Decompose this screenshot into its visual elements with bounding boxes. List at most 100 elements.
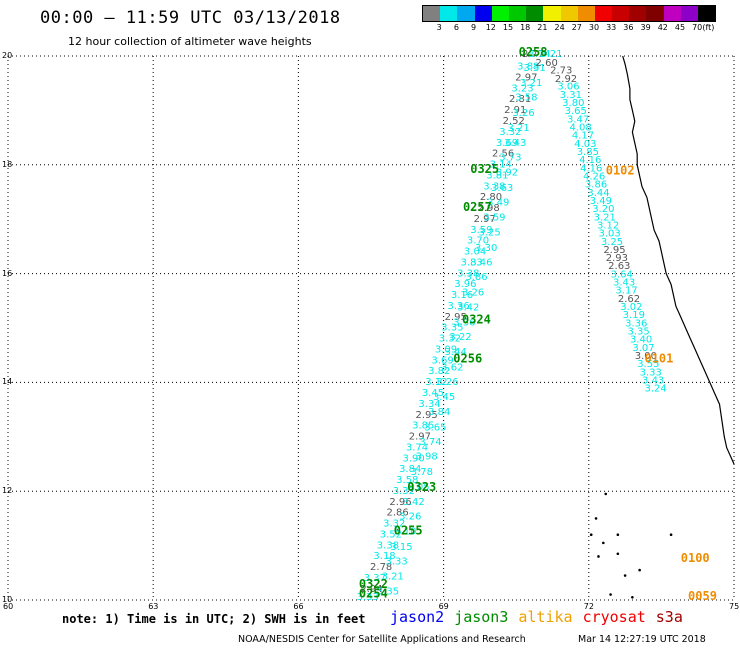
wave-height-value: 3.96 — [454, 279, 476, 290]
wave-height-value: 3.38 — [457, 268, 479, 279]
longitude-tick-label: 60 — [3, 602, 14, 611]
wave-height-value: 3.33 — [640, 367, 662, 378]
colorbar-label: 39 — [640, 23, 651, 32]
wave-height-value: 3.45 — [422, 388, 444, 399]
colorbar-label: 12 — [485, 23, 496, 32]
wave-height-value: 3.43 — [613, 278, 635, 289]
wave-height-value: 2.94 — [360, 584, 382, 595]
latitude-tick-label: 16 — [2, 268, 13, 278]
wave-height-value: 3.98 — [416, 452, 438, 463]
wave-height-value: 3.17 — [615, 286, 637, 297]
wave-height-value: 3.31 — [560, 90, 582, 101]
wave-height-value: 3.42 — [402, 497, 424, 508]
wave-height-value: 3.37 — [364, 573, 386, 584]
wave-height-value: 2.97 — [474, 214, 496, 225]
wave-height-value: 3.55 — [637, 359, 659, 370]
wave-height-value: 4.26 — [583, 171, 605, 182]
wave-height-value: 3.21 — [594, 212, 616, 223]
colorbar-swatch — [663, 6, 681, 21]
wave-height-value: 3.86 — [465, 272, 487, 283]
colorbar-swatch — [577, 6, 595, 21]
colorbar-swatch — [646, 6, 664, 21]
wave-height-value: 3.65 — [565, 106, 587, 117]
wave-height-value: 3.21 — [540, 49, 562, 60]
legend-item-jason3: jason3 — [454, 608, 509, 626]
wave-height-value: 3.40 — [630, 335, 652, 346]
wave-height-value: 3.21 — [507, 123, 529, 134]
credit-line: NOAA/NESDIS Center for Satellite Applica… — [238, 634, 526, 645]
wave-height-value: 3.85 — [577, 147, 599, 158]
colorbar-label: (ft) — [702, 23, 715, 32]
latitude-tick-label: 12 — [2, 486, 13, 496]
colorbar-label: 33 — [606, 23, 617, 32]
pass-time-label: 0255 — [394, 524, 423, 538]
colorbar-label: 45 — [674, 23, 686, 32]
colorbar-label: 70 — [692, 23, 703, 32]
wave-height-value: 2.95 — [416, 410, 438, 421]
wave-height-value: 3.81 — [486, 170, 508, 181]
wave-height-value: 3.63 — [491, 183, 513, 194]
latitude-tick-label: 20 — [2, 51, 13, 60]
wave-height-value: 3.82 — [428, 366, 450, 377]
pass-time-label: 0324 — [462, 313, 491, 327]
wave-height-value: 3.35 — [377, 587, 399, 598]
wave-height-value: 3.35 — [628, 327, 650, 338]
wave-height-value: 2.81 — [509, 94, 531, 105]
wave-height-value: 2.97 — [409, 432, 431, 443]
wave-height-value: 2.60 — [536, 58, 558, 69]
island-marker — [616, 552, 620, 556]
colorbar-swatch — [594, 6, 613, 21]
wave-height-value: 2.78 — [370, 562, 392, 573]
longitude-tick-label: 75 — [729, 602, 740, 611]
india-coastline — [622, 55, 735, 465]
wave-height-value: 3.32 — [393, 486, 415, 497]
pass-time-label: 0256 — [453, 351, 482, 365]
wave-height-value: 3.10 — [394, 527, 416, 538]
wave-height-value: 2.52 — [503, 116, 525, 127]
page-subtitle: 12 hour collection of altimeter wave hei… — [68, 35, 312, 48]
wave-height-value: 3.49 — [487, 198, 509, 209]
wave-height-value: 3.45 — [433, 392, 455, 403]
wave-height-value: 3.92 — [496, 168, 518, 179]
pass-time-label: 0100 — [681, 551, 710, 565]
wave-height-value: 3.14 — [490, 160, 512, 171]
wave-height-value: 3.23 — [511, 83, 533, 94]
colorbar-swatch — [560, 6, 578, 21]
wave-height-value: 3.38 — [483, 181, 505, 192]
colorbar-swatch — [698, 6, 716, 21]
wave-height-value: 3.19 — [623, 310, 645, 321]
wave-height-value: 3.16 — [451, 290, 473, 301]
wave-height-value: 3.26 — [512, 108, 534, 119]
wave-height-value: 3.12 — [425, 377, 447, 388]
wave-height-value: 3.02 — [620, 302, 642, 313]
pass-time-label: 0258 — [519, 45, 548, 59]
wave-height-value: 3.30 — [475, 243, 497, 254]
colorbar-swatch — [457, 6, 475, 21]
longitude-tick-label: 66 — [293, 602, 304, 611]
wave-height-value: 3.07 — [632, 343, 654, 354]
wave-height-value: 3.33 — [386, 557, 408, 568]
island-marker — [631, 595, 634, 599]
wave-height-value: 2.96 — [389, 497, 411, 508]
wave-height-value: 3.25 — [601, 237, 623, 248]
wave-height-value: 2.98 — [477, 203, 499, 214]
wave-height-value: 3.24 — [644, 384, 666, 395]
colorbar-label: 30 — [588, 23, 600, 32]
wave-height-value: 4.03 — [574, 139, 596, 150]
wave-height-value: 3.33 — [356, 592, 378, 603]
wave-height-value: 3.38 — [377, 540, 399, 551]
wave-height-value: 3.84 — [428, 407, 450, 418]
wave-height-value: 2.56 — [492, 149, 514, 160]
wave-height-value: 3.58 — [396, 475, 418, 486]
pass-time-label: 0322 — [359, 577, 388, 591]
island-marker — [597, 555, 600, 558]
wave-height-value: 3.26 — [462, 287, 484, 298]
wave-height-value: 3.32 — [383, 519, 405, 530]
wave-height-value: 3.86 — [585, 180, 607, 191]
wave-height-colorbar — [422, 5, 717, 22]
wave-height-value: 3.47 — [567, 114, 589, 125]
wave-height-value: 2.77 — [522, 49, 544, 60]
longitude-tick-label: 63 — [148, 602, 159, 611]
wave-height-value: 3.85 — [412, 421, 434, 432]
